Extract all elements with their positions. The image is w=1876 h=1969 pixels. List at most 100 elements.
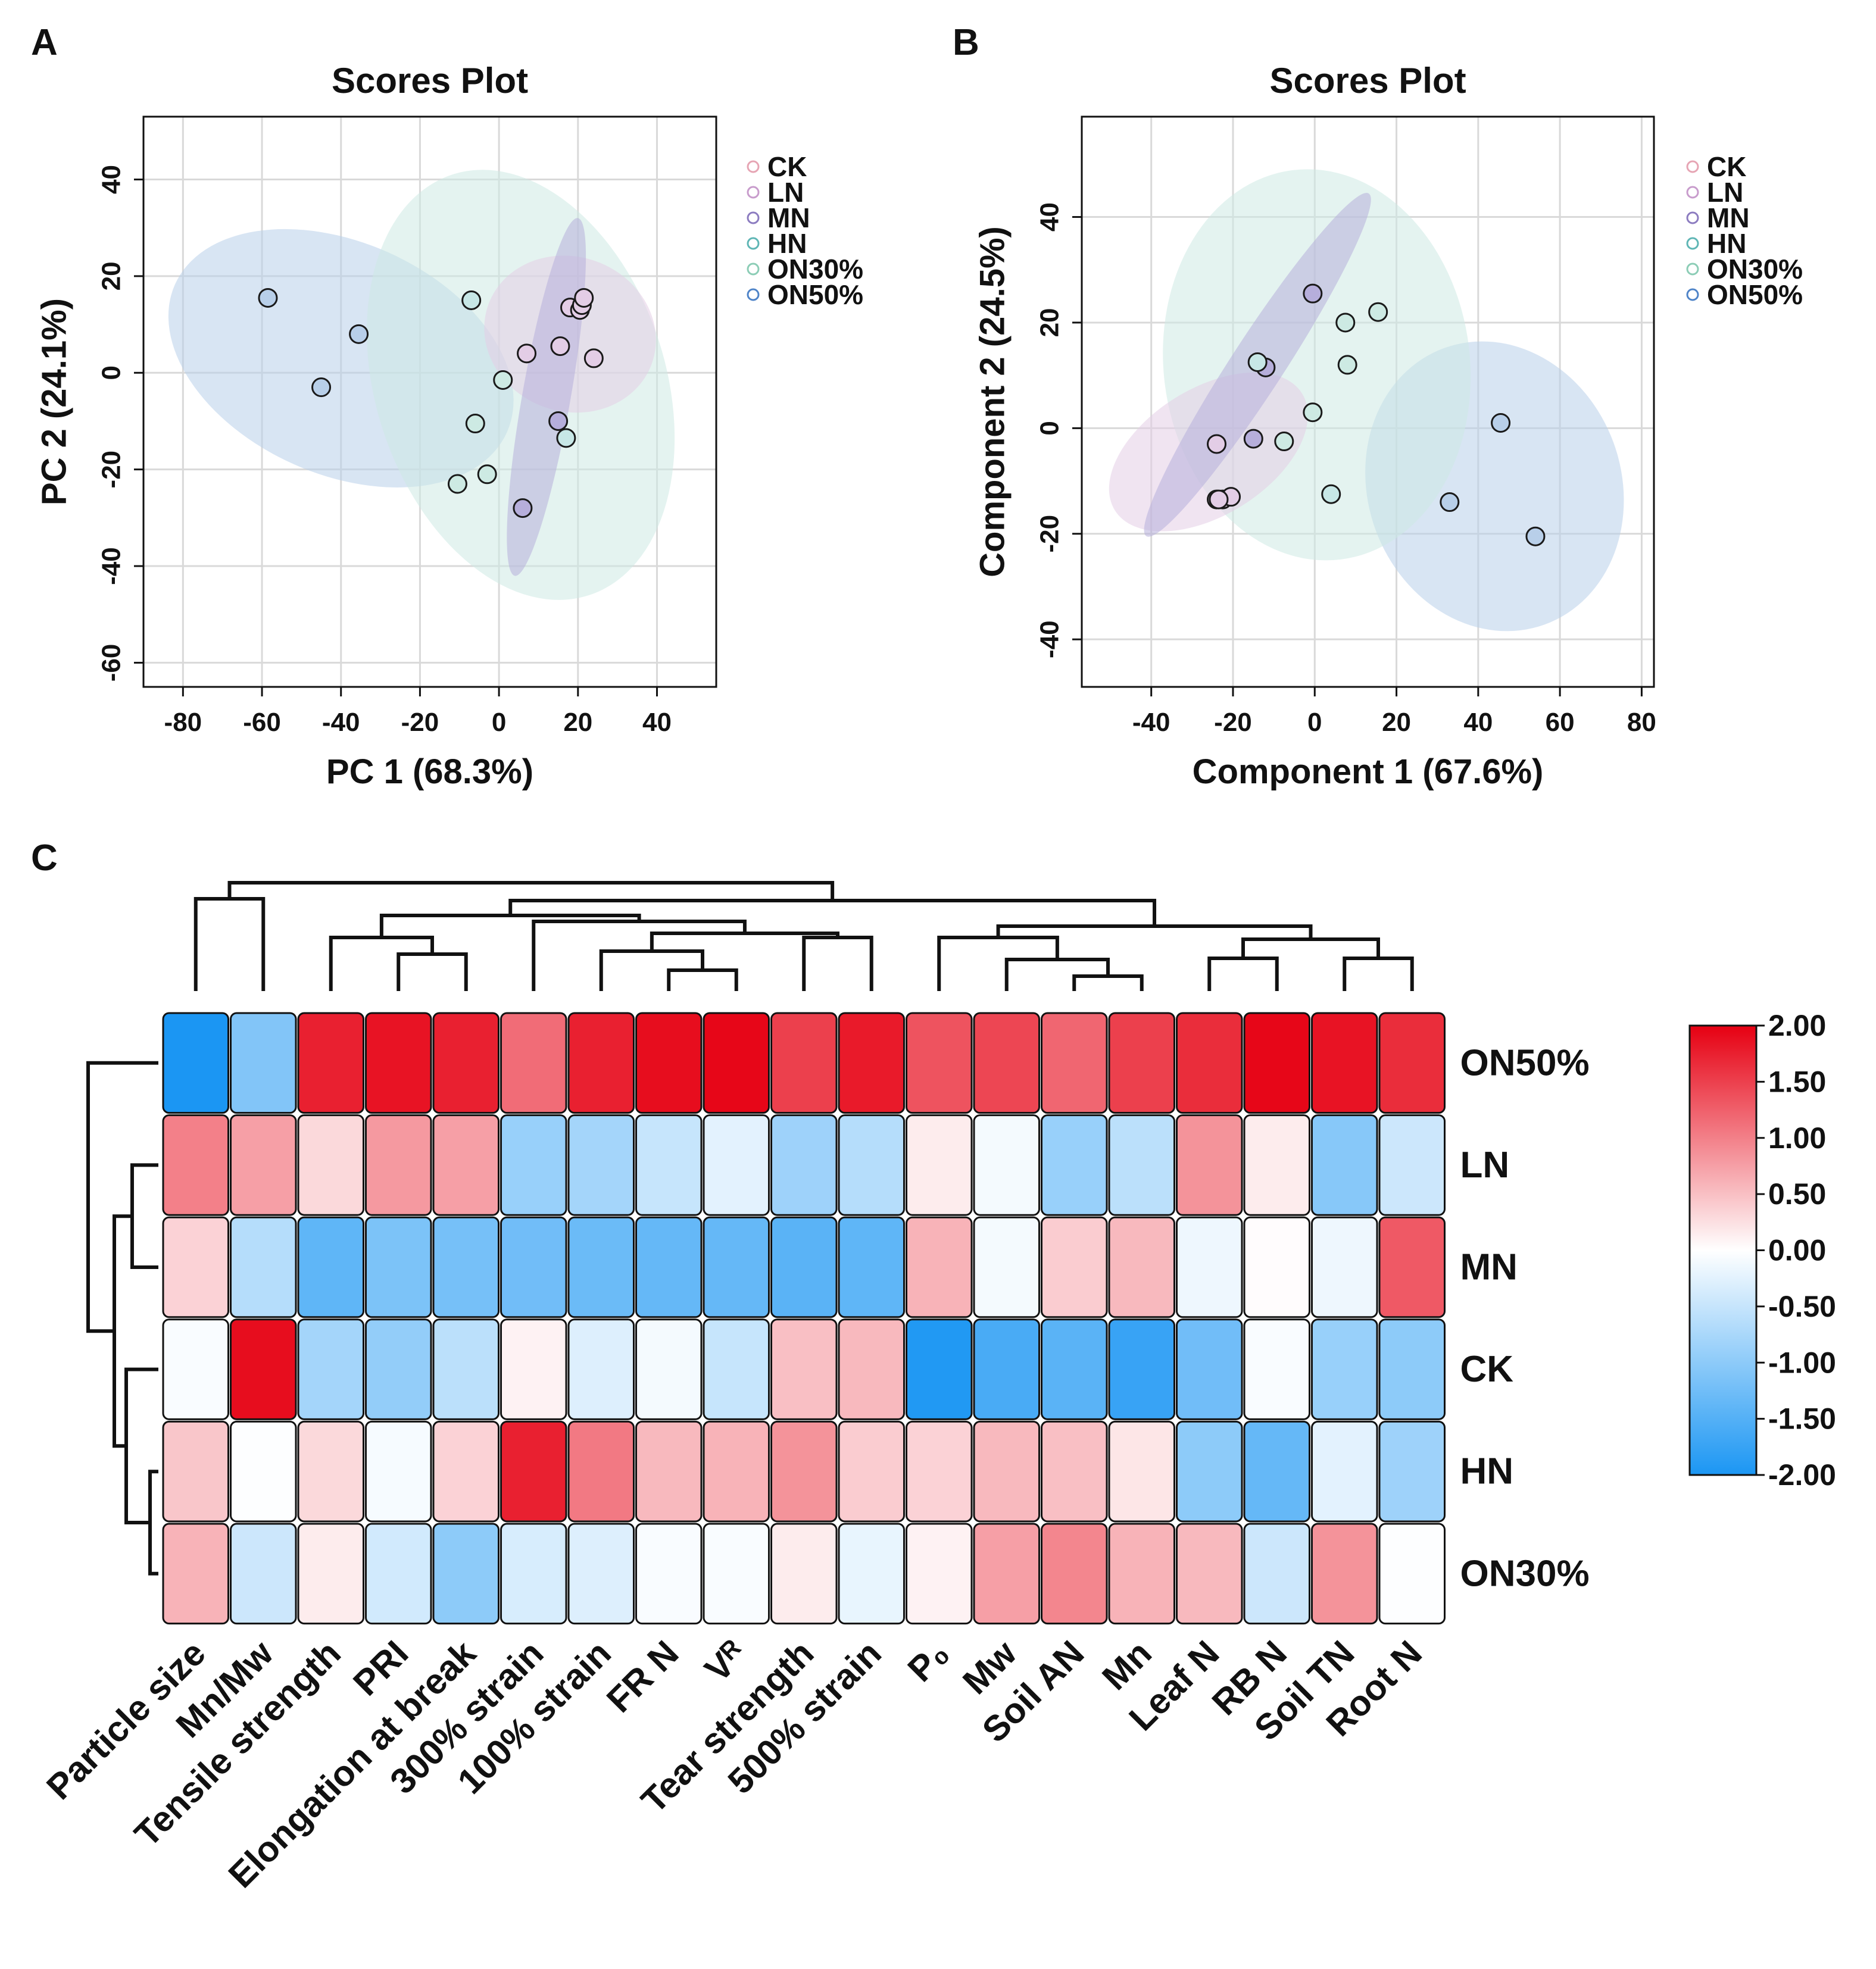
legend-label: ON50%	[767, 279, 863, 310]
plot-frame	[142, 115, 717, 688]
data-point-on30pct	[1335, 312, 1356, 333]
heatmap-cell	[162, 1012, 229, 1114]
heatmap-cell	[432, 1420, 500, 1523]
heatmap-cell	[365, 1012, 432, 1114]
data-point-on30pct	[493, 370, 513, 390]
row-dendrogram-branch	[130, 1163, 158, 1269]
legend-label: ON30%	[767, 254, 863, 285]
y-tick-label: -60	[97, 644, 126, 682]
data-point-on30pct	[465, 414, 485, 434]
heatmap-cell	[567, 1216, 635, 1318]
heatmap-cell	[770, 1012, 838, 1114]
heatmap-cell	[1041, 1420, 1108, 1523]
column-dendrogram-branch	[329, 936, 434, 991]
heatmap-cell	[162, 1420, 229, 1523]
legend-label: HN	[767, 228, 807, 259]
y-tick-label: 40	[97, 165, 126, 194]
heatmap-cell	[230, 1318, 297, 1420]
heatmap-cell	[1378, 1523, 1446, 1625]
heatmap-cell	[365, 1318, 432, 1420]
heatmap-cell	[635, 1114, 703, 1216]
heatmap-cell	[1311, 1012, 1378, 1114]
scatter-plot-a: -80 -60 -40 -20 0 20 40 -60 -40 -20 0 20 40 Scores Pl…	[35, 61, 864, 791]
y-tick-label: 20	[97, 261, 126, 290]
column-dendrogram-branch	[1207, 957, 1279, 991]
colorbar-tick-label: 1.00	[1768, 1121, 1826, 1155]
colorbar-tick-label: -1.50	[1768, 1402, 1836, 1436]
heatmap-cell	[567, 1012, 635, 1114]
heatmap-cell	[500, 1318, 567, 1420]
column-dendrogram-branch	[379, 914, 641, 937]
x-tick-label: 20	[1382, 708, 1411, 737]
y-tick-label: 0	[1035, 421, 1065, 435]
heatmap-cell	[1041, 1523, 1108, 1625]
heatmap-cell	[906, 1420, 973, 1523]
data-point-on50pct	[1440, 492, 1460, 512]
row-dendrogram-branch	[86, 1061, 158, 1333]
heatmap-cell	[703, 1114, 770, 1216]
heatmap-cell	[230, 1420, 297, 1523]
legend-marker-ln	[1686, 186, 1699, 199]
heatmap-cell	[1378, 1216, 1446, 1318]
heatmap-cell	[1108, 1012, 1175, 1114]
data-point-hn	[461, 290, 482, 311]
heatmap-cell	[1378, 1318, 1446, 1420]
heatmap-cell	[770, 1420, 838, 1523]
data-point-ln	[517, 343, 537, 364]
heatmap-cell	[703, 1523, 770, 1625]
colorbar-tick-label: 1.50	[1768, 1065, 1826, 1098]
y-tick-label: -40	[1035, 620, 1065, 658]
colorbar-tick-label: 0.00	[1768, 1234, 1826, 1267]
data-point-mn	[1243, 429, 1263, 449]
heatmap-cell	[162, 1114, 229, 1216]
heatmap-cell	[432, 1318, 500, 1420]
data-point-on30pct	[1368, 302, 1388, 322]
colorbar-tick-label: 0.50	[1768, 1177, 1826, 1211]
heatmap-cell	[973, 1523, 1040, 1625]
heatmap-cell	[1041, 1216, 1108, 1318]
row-dendrogram-branch	[113, 1214, 132, 1448]
data-point-mn	[548, 411, 569, 431]
heatmap-cell	[230, 1012, 297, 1114]
legend-label: ON50%	[1707, 279, 1803, 310]
y-tick-label: -40	[97, 547, 126, 585]
legend-label: HN	[1707, 228, 1746, 259]
heatmap-cell	[635, 1523, 703, 1625]
y-tick-label: -20	[97, 451, 126, 489]
x-tick-label: 40	[642, 708, 672, 737]
data-point-ln	[574, 287, 594, 308]
panel-label-b: B	[953, 22, 979, 63]
heatmap-cell	[230, 1216, 297, 1318]
heatmap-cell	[703, 1420, 770, 1523]
heatmap-cell	[1176, 1523, 1243, 1625]
heatmap-cell	[567, 1420, 635, 1523]
data-point-hn	[1321, 484, 1341, 504]
x-tick-label: -60	[243, 708, 281, 737]
heatmap-cell	[1108, 1114, 1175, 1216]
heatmap-cell	[1176, 1318, 1243, 1420]
x-tick-label: -20	[1214, 708, 1252, 737]
heatmap-cell	[1243, 1216, 1310, 1318]
column-dendrogram-branch	[397, 952, 468, 991]
column-label: FR N	[599, 1633, 686, 1720]
column-dendrogram-branch	[667, 968, 738, 991]
legend-marker-hn	[1686, 237, 1699, 250]
heatmap-cell	[297, 1114, 364, 1216]
heatmap-cell	[1243, 1420, 1310, 1523]
heatmap-cell	[1176, 1216, 1243, 1318]
colorbar-tick-label: -2.00	[1768, 1458, 1836, 1492]
plot-frame	[1081, 115, 1655, 688]
heatmap-cell	[162, 1216, 229, 1318]
data-point-hn	[556, 428, 576, 448]
heatmap-cell	[1378, 1012, 1446, 1114]
legend-marker-on30pct	[1686, 262, 1699, 276]
x-tick-label: 0	[1307, 708, 1322, 737]
heatmap-cell	[297, 1420, 364, 1523]
legend-label: CK	[1707, 151, 1746, 182]
row-label: CK	[1460, 1349, 1514, 1390]
heatmap-cell	[1243, 1318, 1310, 1420]
heatmap-cell	[1108, 1216, 1175, 1318]
row-label: ON30%	[1460, 1553, 1590, 1594]
legend-marker-ck	[747, 160, 760, 173]
